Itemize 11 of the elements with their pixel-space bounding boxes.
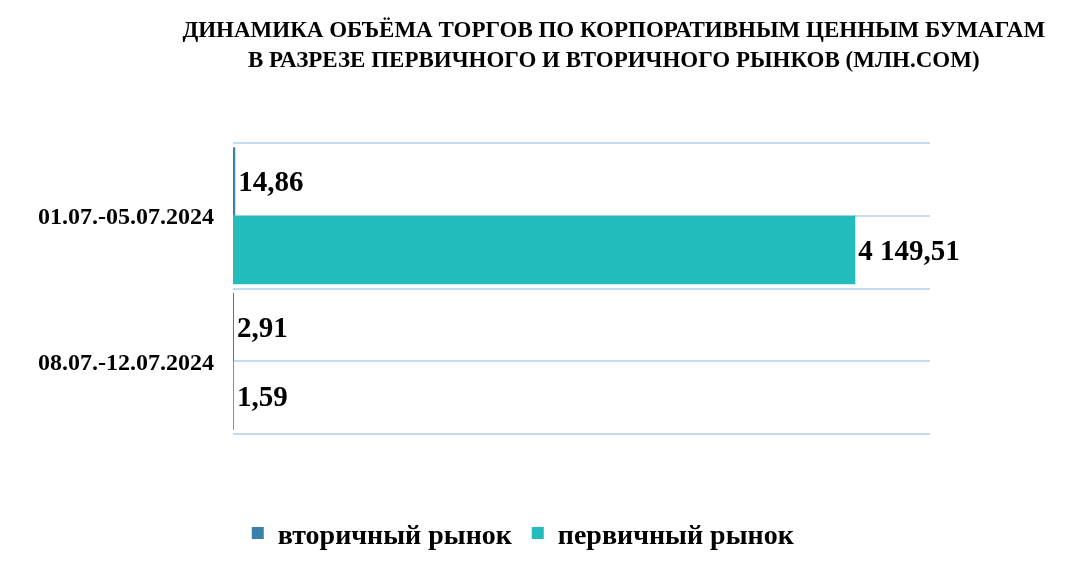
legend-label: первичный рынок [557, 518, 795, 550]
data-label: 14,86 [238, 165, 304, 198]
data-label: 4 149,51 [858, 233, 960, 266]
y-tick-label: 08.07.-12.07.2024 [38, 348, 214, 375]
data-label: 1,59 [237, 379, 288, 412]
legend-label: вторичный рынок [277, 518, 513, 550]
y-tick-label: 01.07.-05.07.2024 [38, 203, 214, 230]
chart-title: ДИНАМИКА ОБЪЁМА ТОРГОВ ПО КОРПОРАТИВНЫМ ЦЕННЫМ БУМАГАМ В РАЗРЕЗЕ ПЕРВИЧНОГО И ВТОРИЧНОГО РЫНКОВ (МЛН.СОМ) [182, 17, 1046, 73]
data-label: 2,91 [237, 311, 288, 344]
bar [233, 215, 856, 285]
bar [233, 147, 236, 216]
